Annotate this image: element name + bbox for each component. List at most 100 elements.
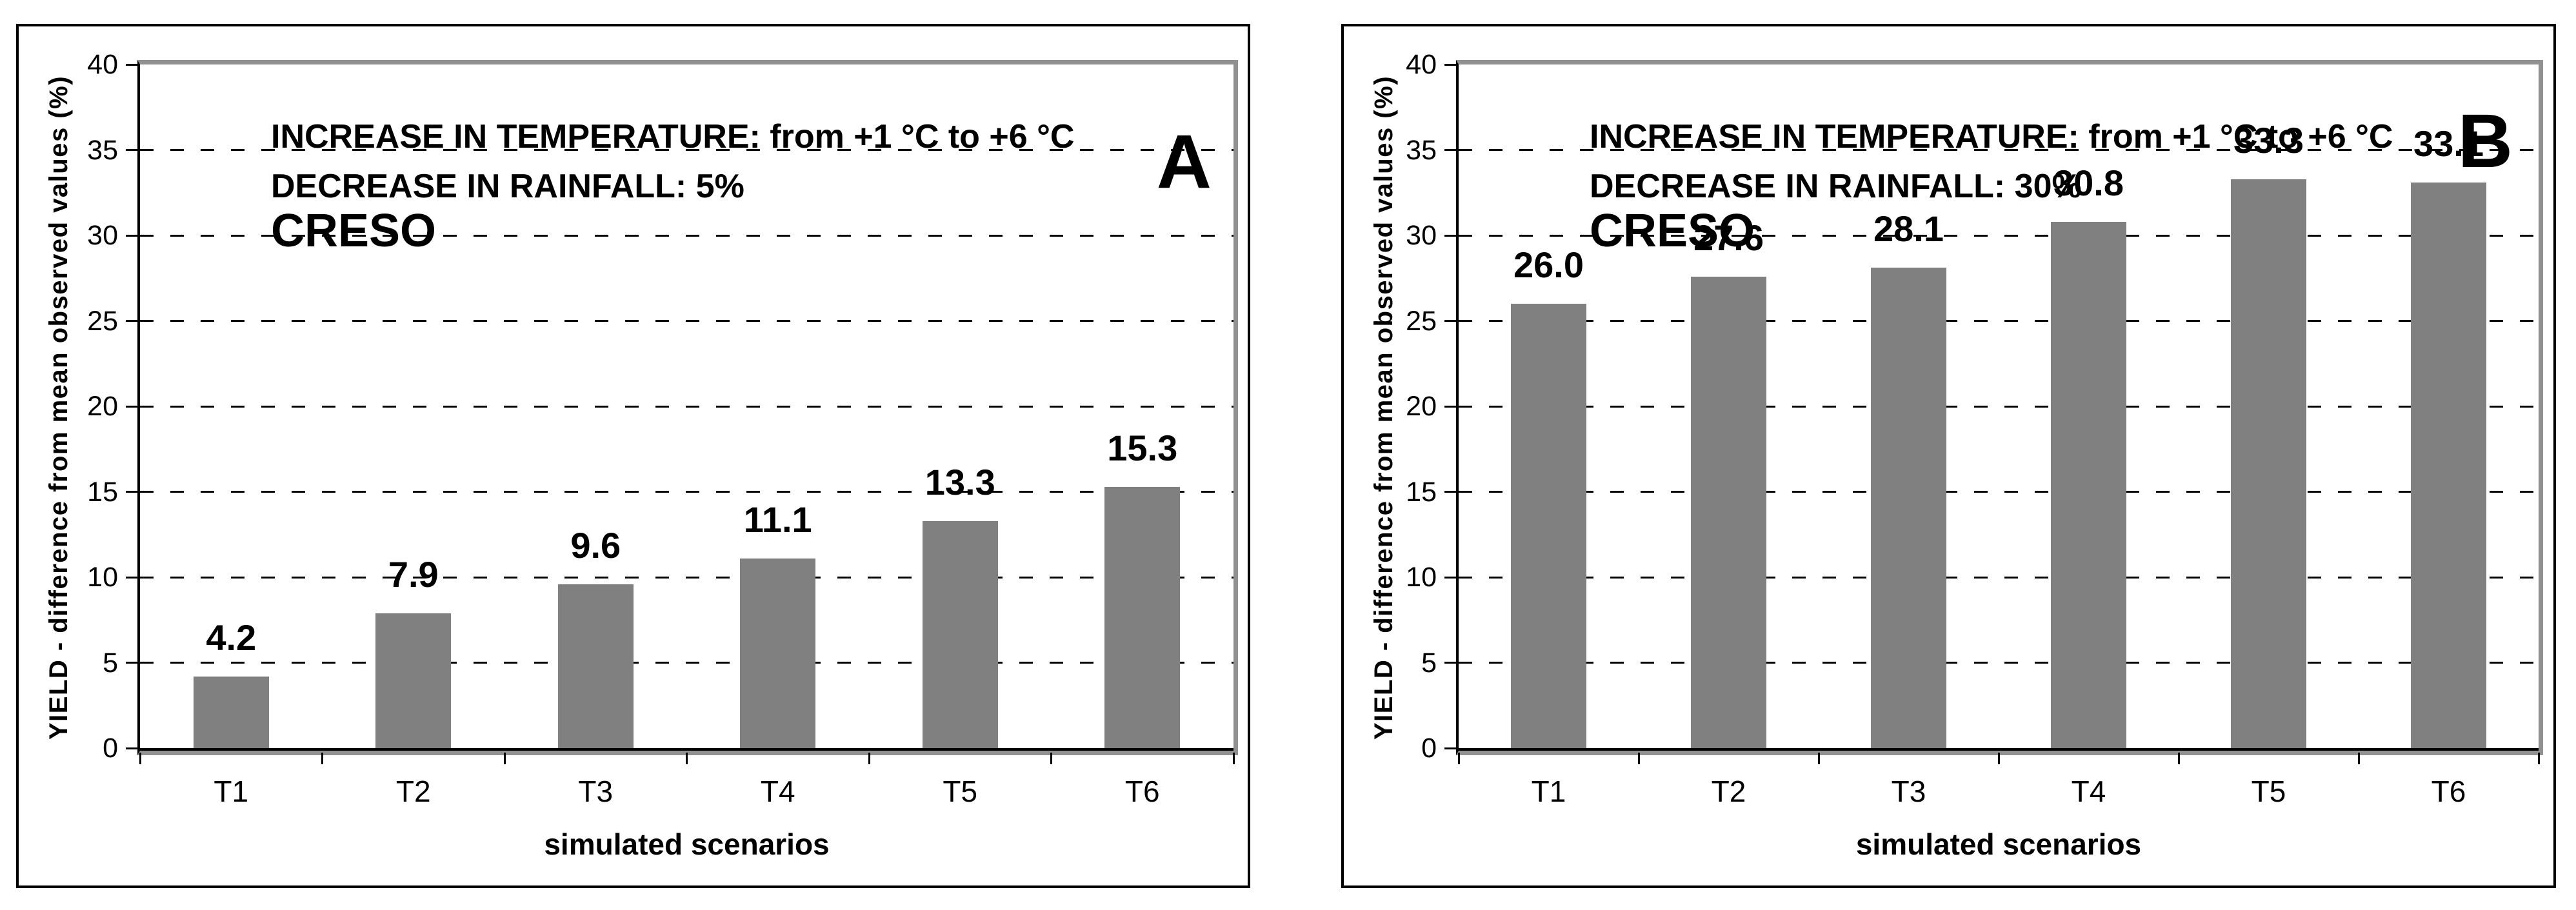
bar-t2: [1691, 277, 1766, 748]
y-axis-tick-label: 15: [87, 476, 118, 508]
x-axis-line: [1459, 748, 2539, 751]
gridline-y20: [1459, 405, 2539, 408]
y-axis-tick: [126, 662, 137, 664]
x-axis-category-label-t2: T2: [395, 775, 431, 808]
bar-value-label-t1: 26.0: [1513, 244, 1584, 285]
bar-value-label-t5: 33.3: [2233, 120, 2304, 161]
annotation-rainfall: DECREASE IN RAINFALL: 5%: [271, 168, 744, 205]
gridline-y20: [140, 405, 1233, 408]
y-axis-tick-label: 15: [1406, 476, 1437, 508]
y-axis-tick-label: 30: [87, 220, 118, 251]
bar-t5: [2231, 179, 2306, 748]
y-axis-tick: [126, 747, 137, 749]
y-axis-tick: [1444, 576, 1456, 579]
x-axis-category-label-t4: T4: [760, 775, 795, 808]
panel-letter: B: [2457, 99, 2513, 184]
y-axis-tick-label: 30: [1406, 220, 1437, 251]
y-axis-tick-label: 25: [87, 305, 118, 337]
y-axis-tick: [1444, 149, 1456, 151]
y-axis-tick: [126, 576, 137, 579]
plot-area: INCREASE IN TEMPERATURE: from +1 °C to +…: [1456, 60, 2543, 755]
bar-value-label-t6: 15.3: [1107, 428, 1178, 468]
y-axis-tick: [126, 491, 137, 493]
y-axis-tick-label: 40: [1406, 49, 1437, 80]
chart-panel-b: YIELD - difference from mean observed va…: [1341, 24, 2556, 888]
x-axis-category-label-t1: T1: [214, 775, 249, 808]
x-axis-category-label-t5: T5: [2251, 775, 2286, 808]
x-axis-line: [140, 748, 1233, 751]
gridline-y10: [140, 576, 1233, 579]
bar-value-label-t4: 30.8: [2053, 163, 2124, 203]
y-axis-tick-label: 10: [1406, 562, 1437, 593]
x-axis-category-label-t6: T6: [1124, 775, 1160, 808]
y-axis-tick: [1444, 747, 1456, 749]
x-axis-tick: [2537, 753, 2540, 764]
x-axis-category-label-t5: T5: [943, 775, 978, 808]
y-axis-tick-label: 20: [87, 391, 118, 422]
y-axis-tick: [126, 63, 137, 66]
x-axis-tick: [1232, 753, 1235, 764]
bar-t2: [375, 613, 452, 748]
y-axis-tick-label: 5: [103, 647, 118, 678]
y-axis-tick-label: 10: [87, 562, 118, 593]
x-axis-tick: [1637, 753, 1640, 764]
gridline-y25: [1459, 320, 2539, 322]
x-axis-category-label-t2: T2: [1711, 775, 1746, 808]
y-axis-tick-label: 25: [1406, 305, 1437, 337]
gridline-y15: [140, 491, 1233, 493]
annotation-cultivar: CRESO: [1590, 205, 1755, 257]
gridline-y35: [1459, 149, 2539, 151]
y-axis-tick: [126, 320, 137, 322]
y-axis-tick: [126, 149, 137, 151]
bar-value-label-t2: 7.9: [388, 554, 439, 595]
bar-t3: [1871, 268, 1946, 748]
gridline-y5: [1459, 662, 2539, 664]
y-axis-tick-label: 35: [87, 134, 118, 166]
bar-t1: [1511, 304, 1586, 748]
bar-value-label-t5: 13.3: [924, 462, 995, 502]
x-axis-tick: [1050, 753, 1052, 764]
x-axis-tick: [868, 753, 870, 764]
y-axis-tick: [1444, 63, 1456, 66]
bar-value-label-t4: 11.1: [743, 499, 812, 540]
x-axis-tick: [2177, 753, 2180, 764]
bar-value-label-t2: 27.6: [1693, 217, 1764, 258]
gridline-y15: [1459, 491, 2539, 493]
y-axis-tick: [1444, 491, 1456, 493]
y-axis-tick-label: 0: [1421, 733, 1437, 764]
bar-value-label-t1: 4.2: [206, 617, 257, 658]
bar-value-label-t3: 28.1: [1873, 208, 1944, 249]
annotation-cultivar: CRESO: [271, 205, 437, 257]
y-axis-tick: [1444, 662, 1456, 664]
bar-t6: [1104, 487, 1181, 748]
bar-value-label-t3: 9.6: [570, 525, 621, 566]
y-axis-tick: [126, 234, 137, 237]
x-axis-tick: [321, 753, 323, 764]
gridline-y10: [1459, 576, 2539, 579]
y-axis-tick-label: 35: [1406, 134, 1437, 166]
bar-t5: [922, 521, 998, 748]
plot-area: INCREASE IN TEMPERATURE: from +1 °C to +…: [137, 60, 1238, 755]
bar-t3: [557, 584, 634, 748]
x-axis-title: simulated scenarios: [1855, 827, 2142, 861]
x-axis-category-label-t3: T3: [578, 775, 614, 808]
y-axis-tick: [1444, 234, 1456, 237]
bar-t4: [2051, 222, 2126, 748]
bar-t1: [193, 677, 269, 748]
x-axis-category-label-t3: T3: [1891, 775, 1926, 808]
bar-value-label-t6: 33.1: [2413, 123, 2484, 164]
x-axis-tick: [503, 753, 506, 764]
gridline-y25: [140, 320, 1233, 322]
x-axis-tick: [1997, 753, 2000, 764]
gridline-y30: [140, 234, 1233, 237]
x-axis-tick: [1817, 753, 1820, 764]
y-axis-tick-label: 0: [103, 733, 118, 764]
x-axis-title: simulated scenarios: [544, 827, 830, 861]
annotation-temperature: INCREASE IN TEMPERATURE: from +1 °C to +…: [271, 118, 1075, 155]
gridline-y35: [140, 149, 1233, 151]
bar-t4: [740, 559, 816, 748]
y-axis-tick: [126, 405, 137, 408]
gridline-y30: [1459, 234, 2539, 237]
chart-panel-a: YIELD - difference from mean observed va…: [16, 24, 1250, 888]
